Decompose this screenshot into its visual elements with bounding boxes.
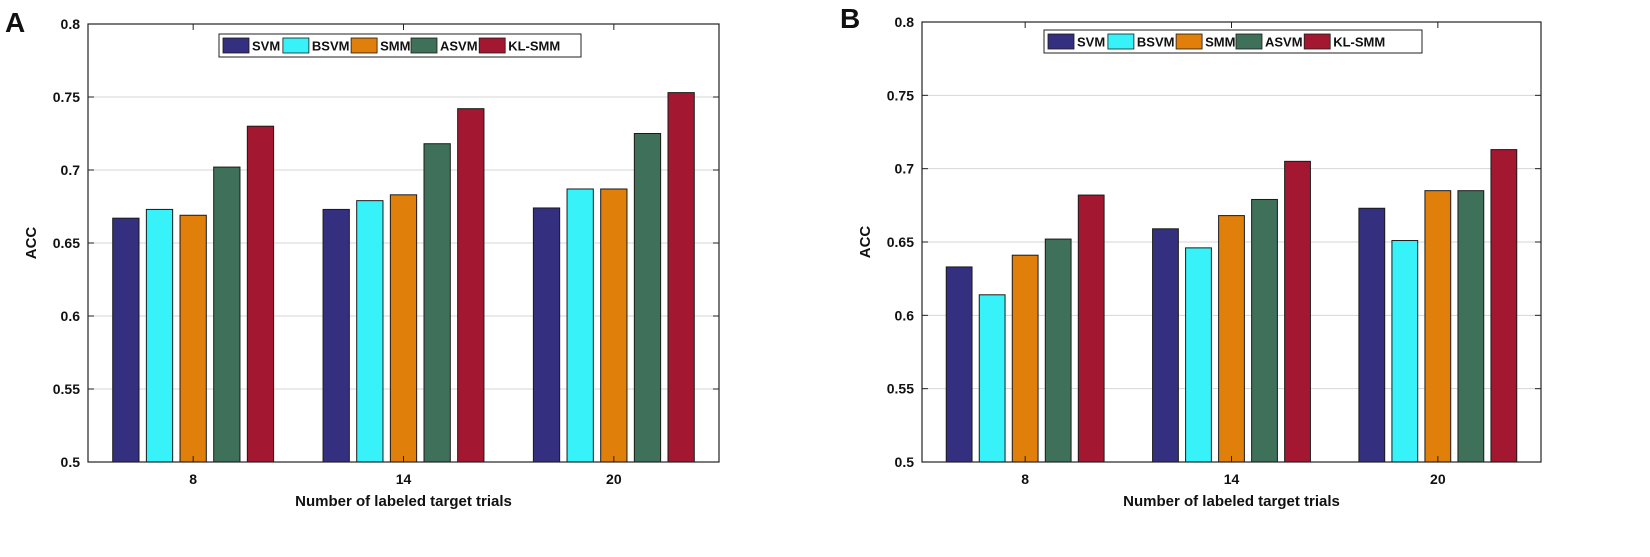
x-axis-title: Number of labeled target trials (1123, 493, 1340, 510)
x-tick-label: 8 (1021, 471, 1029, 487)
y-axis-title: ACC (857, 226, 874, 259)
bar-smm-20 (600, 188, 628, 463)
bar-bsvm-8 (978, 294, 1006, 463)
legend-label-asvm: ASVM (1265, 35, 1303, 50)
legend-label-kl-smm: KL-SMM (508, 39, 560, 54)
bar-asvm-8 (1044, 238, 1072, 463)
legend-label-bsvm: BSVM (312, 39, 350, 54)
chart-panel-b: B 0.5 0.55 0.6 0.65 0.7 0.75 0.8 8 14 20 Number of … (840, 3, 1542, 510)
legend-label-bsvm: BSVM (1137, 35, 1175, 50)
bar-bsvm-20 (566, 188, 594, 463)
legend: SVM BSVM SMM ASVM KL-SMM (1043, 29, 1423, 54)
bar-bsvm-14 (356, 200, 384, 463)
bar-svm-8 (112, 217, 140, 463)
legend-label-kl-smm: KL-SMM (1333, 35, 1385, 50)
bar-bsvm-20 (1391, 240, 1419, 463)
panel-letter: A (5, 7, 25, 38)
legend-swatch-svm (1047, 33, 1075, 50)
bar-smm-14 (389, 194, 418, 463)
y-tick-label: 0.55 (887, 381, 914, 397)
x-tick-label: 20 (1430, 471, 1446, 487)
legend-swatch-kl-smm (478, 37, 506, 54)
y-tick-label: 0.75 (53, 89, 80, 105)
legend: SVM BSVM SMM ASVM KL-SMM (218, 33, 582, 58)
bar-bsvm-14 (1185, 247, 1212, 463)
legend-swatch-smm (350, 37, 378, 54)
y-tick-label: 0.7 (895, 161, 915, 177)
bar-asvm-14 (423, 143, 451, 463)
bar-smm-8 (1011, 254, 1039, 463)
legend-swatch-smm (1175, 33, 1203, 50)
legend-swatch-asvm (410, 37, 438, 54)
bar-asvm-14 (1251, 198, 1278, 463)
y-tick-label: 0.55 (53, 381, 80, 397)
bar-svm-14 (322, 208, 350, 463)
legend-label-smm: SMM (1205, 35, 1235, 50)
bar-smm-14 (1218, 215, 1245, 463)
x-tick-label: 8 (189, 471, 197, 487)
bar-kl-smm-20 (1490, 149, 1518, 463)
y-tick-label: 0.5 (61, 454, 81, 470)
chart-panel-a: A 0.5 0.55 0.6 0.65 0.7 0.75 0.8 8 14 20 Number of … (5, 7, 720, 510)
bar-asvm-20 (633, 133, 662, 463)
y-tick-label: 0.75 (887, 87, 914, 103)
legend-label-svm: SVM (1077, 35, 1105, 50)
x-tick-label: 20 (606, 471, 622, 487)
legend-label-smm: SMM (380, 39, 410, 54)
bar-smm-8 (179, 214, 207, 463)
y-tick-label: 0.7 (61, 162, 81, 178)
y-tick-label: 0.5 (895, 454, 915, 470)
plot-frame (921, 21, 1542, 463)
y-tick-label: 0.6 (895, 307, 915, 323)
bar-svm-14 (1152, 228, 1179, 463)
x-tick-label: 14 (396, 471, 412, 487)
bar-svm-8 (945, 266, 973, 463)
bar-asvm-8 (213, 166, 241, 463)
legend-swatch-svm (222, 37, 250, 54)
x-axis-title: Number of labeled target trials (295, 493, 512, 510)
bar-kl-smm-8 (246, 125, 275, 463)
bar-svm-20 (1358, 207, 1386, 463)
bar-kl-smm-8 (1077, 194, 1105, 463)
legend-swatch-bsvm (282, 37, 310, 54)
legend-swatch-asvm (1235, 33, 1263, 50)
x-tick-label: 14 (1224, 471, 1240, 487)
legend-swatch-bsvm (1107, 33, 1135, 50)
bar-asvm-20 (1457, 190, 1485, 463)
y-tick-label: 0.8 (61, 16, 81, 32)
bar-kl-smm-14 (457, 108, 485, 463)
bar-svm-20 (532, 207, 561, 463)
y-tick-label: 0.65 (887, 234, 914, 250)
y-tick-label: 0.65 (53, 235, 80, 251)
y-tick-label: 0.8 (895, 14, 915, 30)
bar-bsvm-8 (145, 208, 174, 463)
y-axis-title: ACC (23, 227, 40, 260)
legend-label-svm: SVM (252, 39, 280, 54)
y-tick-label: 0.6 (61, 308, 81, 324)
bar-smm-20 (1424, 190, 1452, 463)
panel-letter: B (840, 3, 860, 34)
legend-swatch-kl-smm (1303, 33, 1331, 50)
legend-label-asvm: ASVM (440, 39, 478, 54)
plot-frame (87, 23, 720, 463)
bar-kl-smm-20 (667, 92, 695, 463)
bar-kl-smm-14 (1284, 160, 1311, 463)
